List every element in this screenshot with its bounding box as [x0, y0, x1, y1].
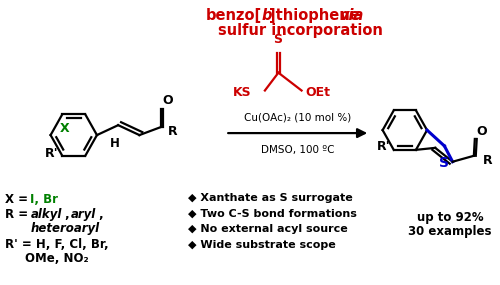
Text: ◆ Two C-S bond formations: ◆ Two C-S bond formations	[188, 208, 356, 218]
Text: sulfur incorporation: sulfur incorporation	[218, 23, 383, 38]
Text: via: via	[339, 8, 363, 23]
Text: benzo[: benzo[	[206, 8, 262, 23]
Text: Cu(OAc)₂ (10 mol %): Cu(OAc)₂ (10 mol %)	[244, 112, 352, 122]
Text: up to 92%: up to 92%	[417, 211, 484, 224]
Text: R: R	[482, 154, 492, 167]
Text: S: S	[273, 33, 282, 46]
Text: X: X	[60, 123, 69, 135]
Text: DMSO, 100 ºC: DMSO, 100 ºC	[261, 145, 334, 155]
Text: R' = H, F, Cl, Br,: R' = H, F, Cl, Br,	[5, 238, 109, 251]
Text: X =: X =	[5, 192, 32, 205]
Text: S: S	[440, 156, 450, 170]
Text: OEt: OEt	[306, 86, 330, 99]
Text: aryl: aryl	[71, 208, 96, 221]
Text: ◆ Xanthate as S surrogate: ◆ Xanthate as S surrogate	[188, 192, 352, 203]
Text: R': R'	[44, 147, 59, 160]
Text: KS: KS	[232, 86, 252, 99]
Text: I, Br: I, Br	[30, 192, 58, 205]
Text: ◆ No external acyl source: ◆ No external acyl source	[188, 224, 348, 234]
Text: R: R	[168, 125, 178, 138]
Text: R =: R =	[5, 208, 32, 221]
Text: R': R'	[377, 141, 391, 153]
Text: alkyl: alkyl	[30, 208, 62, 221]
Text: 30 examples: 30 examples	[408, 225, 492, 238]
Text: ◆ Wide substrate scope: ◆ Wide substrate scope	[188, 240, 336, 250]
Text: ,: ,	[65, 208, 74, 221]
Text: b: b	[262, 8, 272, 23]
Text: ]thiophene: ]thiophene	[268, 8, 364, 23]
Text: O: O	[162, 94, 173, 107]
Text: heteroaryl: heteroaryl	[30, 222, 100, 235]
Text: O: O	[476, 125, 488, 138]
Text: OMe, NO₂: OMe, NO₂	[24, 252, 88, 265]
Text: ,: ,	[98, 208, 102, 221]
Text: H: H	[110, 137, 120, 150]
